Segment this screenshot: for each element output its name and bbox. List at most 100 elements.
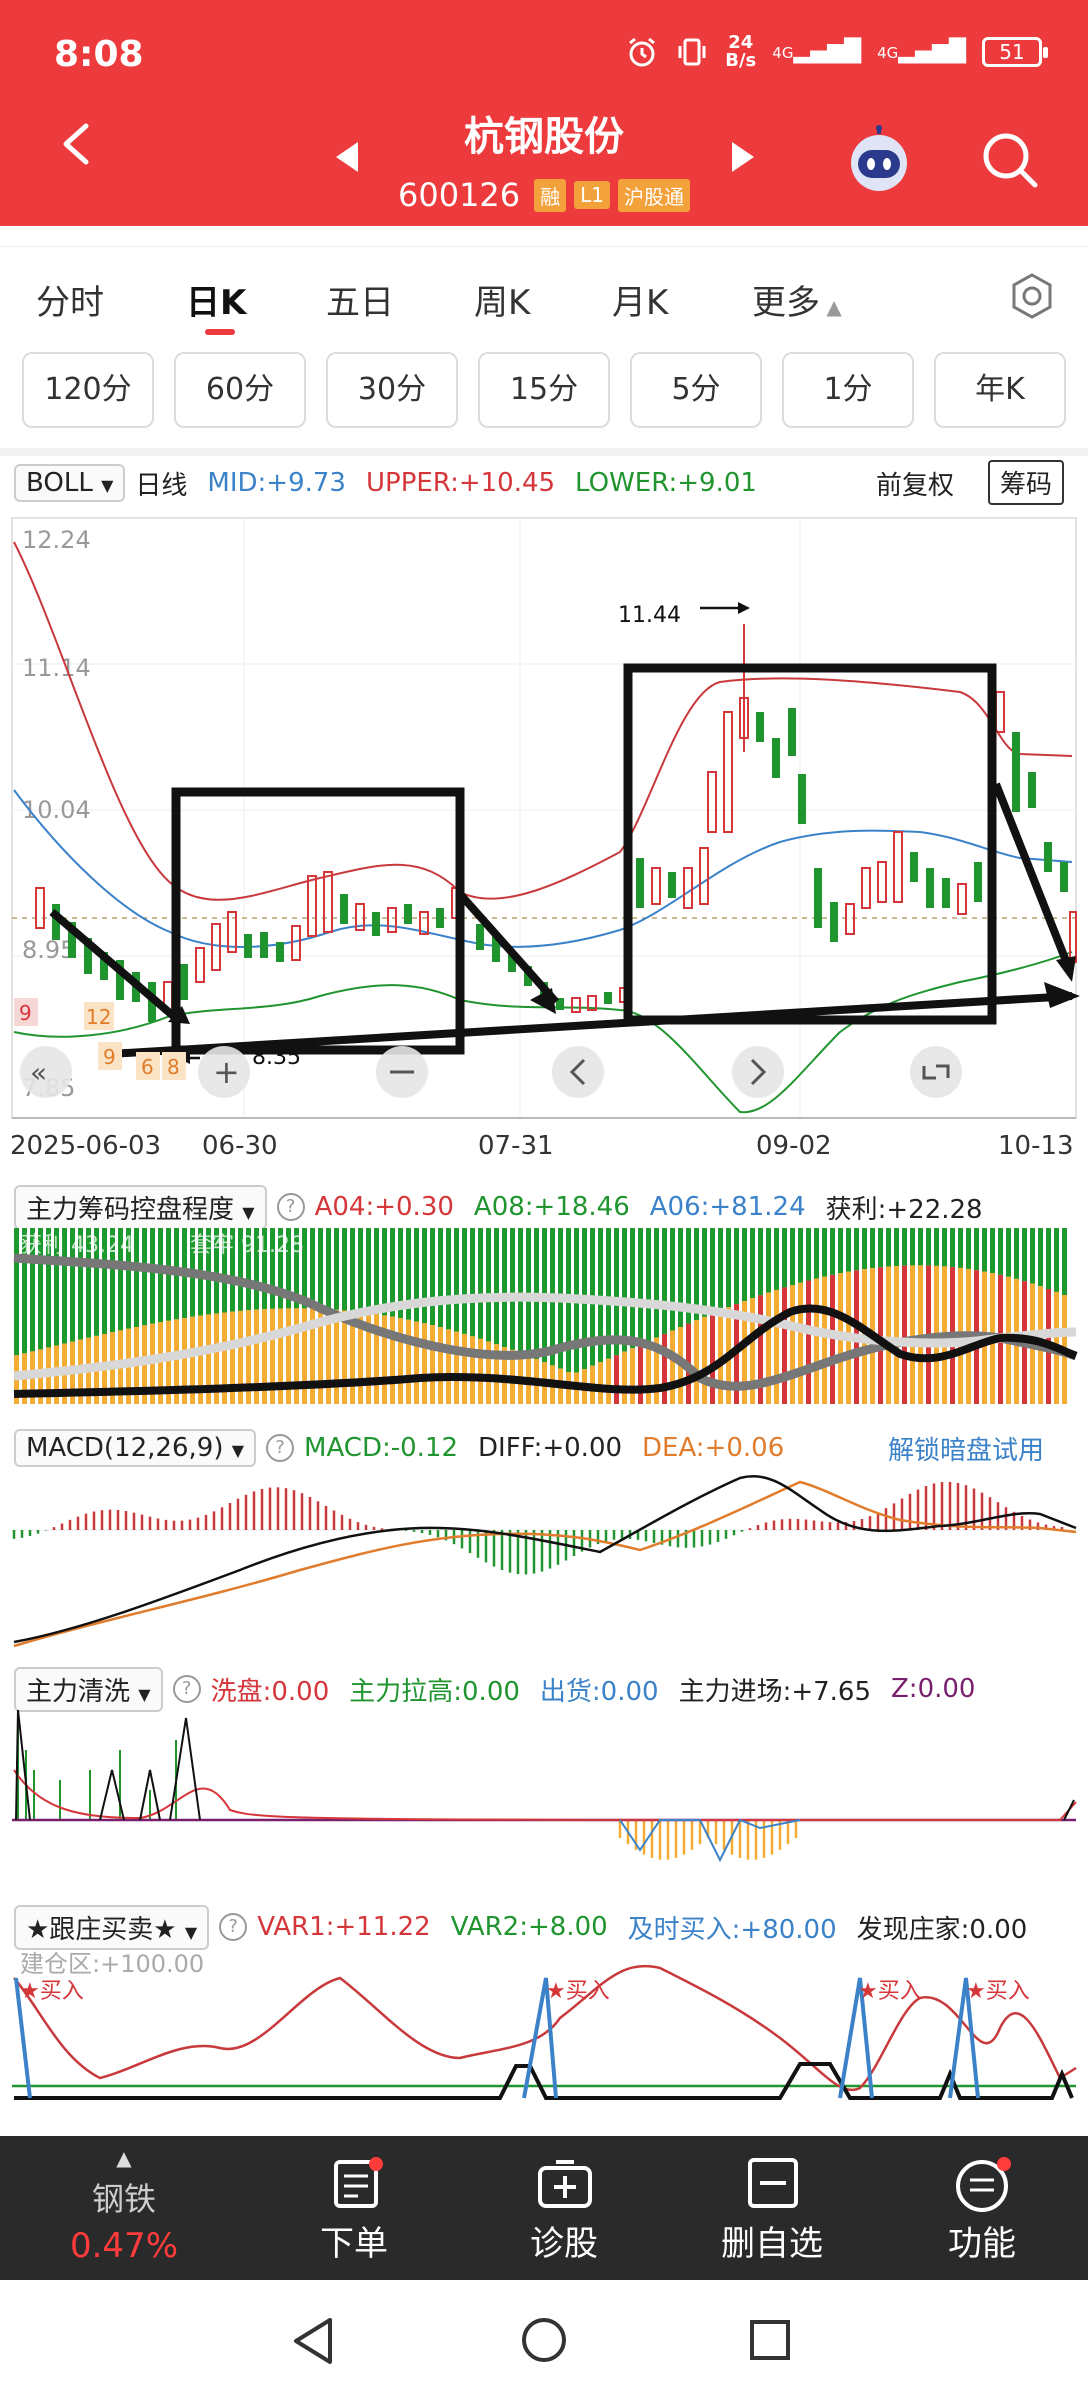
kline-chart[interactable]: 12.24 11.14 10.04 8.95 7.85 xyxy=(0,512,1088,1164)
line-type-label: 日线 xyxy=(135,470,188,501)
help-icon[interactable]: ? xyxy=(276,1193,305,1221)
system-back-icon[interactable] xyxy=(290,2316,336,2366)
tab-daily-k[interactable]: 日K xyxy=(186,283,247,323)
tab-five-day[interactable]: 五日 xyxy=(326,283,394,323)
macd-selector[interactable]: MACD(12,26,9) ▼ xyxy=(14,1429,257,1467)
battery-icon: 51 xyxy=(982,37,1048,67)
triangle-up-icon: ▲ xyxy=(116,2146,132,2170)
follow-selector[interactable]: ★跟庄买卖★ ▼ xyxy=(14,1904,210,1950)
follow-indicator-row: ★跟庄买卖★ ▼ ? VAR1:+11.22 VAR2:+8.00 及时买入:+… xyxy=(0,1904,1088,1950)
triangle-up-icon: ▲ xyxy=(820,295,842,319)
y-label-4: 8.95 xyxy=(22,936,75,964)
sector-item[interactable]: ▲ 钢铁 0.47% xyxy=(34,2136,214,2280)
nav-functions[interactable]: 功能 xyxy=(892,2136,1072,2280)
dropdown-icon: ▼ xyxy=(101,476,114,495)
sector-change: 0.47% xyxy=(69,2226,178,2266)
tab-monthly-k[interactable]: 月K xyxy=(612,283,669,323)
boll-indicator-row: BOLL ▼ 日线 MID:+9.73 UPPER:+10.45 LOWER:+… xyxy=(0,460,1088,506)
back-button[interactable] xyxy=(56,122,100,166)
chip-profit: 获利:+22.28 xyxy=(825,1194,983,1225)
period-5min[interactable]: 5分 xyxy=(630,352,762,428)
boll-upper: UPPER:+10.45 xyxy=(365,468,556,498)
nav-diagnose[interactable]: 诊股 xyxy=(474,2136,654,2280)
menu-circle-icon xyxy=(956,2157,1011,2212)
candlesticks xyxy=(35,624,1077,1022)
dropdown-icon: ▼ xyxy=(231,1441,245,1460)
period-yearly-k[interactable]: 年K xyxy=(934,352,1066,428)
chip-a06: A06:+81.24 xyxy=(649,1192,806,1222)
chevron-right-icon xyxy=(750,1058,767,1086)
period-15min[interactable]: 15分 xyxy=(478,352,610,428)
period-120min[interactable]: 120分 xyxy=(22,352,154,428)
wash-bars xyxy=(17,1710,798,1860)
nav-order[interactable]: 下单 xyxy=(264,2136,444,2280)
follow-var2: VAR2:+8.00 xyxy=(450,1912,608,1942)
chip-faded-label-2: 套牢 91.28 xyxy=(190,1233,304,1258)
help-icon[interactable]: ? xyxy=(172,1675,201,1703)
period-60min[interactable]: 60分 xyxy=(174,352,306,428)
tab-more[interactable]: 更多 ▲ xyxy=(752,283,842,323)
chip-a08: A08:+18.46 xyxy=(473,1192,630,1222)
chevron-left-icon xyxy=(569,1058,586,1086)
macd-dea-line xyxy=(13,1480,1077,1648)
scroll-right-button[interactable] xyxy=(732,1046,784,1098)
macd-indicator-row: MACD(12,26,9) ▼ ? MACD:-0.12 DIFF:+0.00 … xyxy=(0,1426,1088,1470)
next-stock-arrow[interactable] xyxy=(730,140,756,174)
robot-assistant-icon[interactable] xyxy=(842,124,916,198)
buy-mark-2: ★买入 xyxy=(546,1979,610,2004)
boll-lower: LOWER:+9.01 xyxy=(575,468,757,498)
drawn-annotations xyxy=(49,606,1073,1060)
chip-button[interactable]: 筹码 xyxy=(988,460,1065,505)
remove-watchlist-icon xyxy=(748,2158,798,2208)
tab-weekly-k[interactable]: 周K xyxy=(474,283,531,323)
system-recents-icon[interactable] xyxy=(748,2318,792,2362)
dropdown-icon: ▼ xyxy=(242,1202,255,1222)
x-label-start: 2025-06-03 xyxy=(10,1131,161,1161)
chip-faded-label-1: 获利 43.24 xyxy=(20,1233,134,1258)
marker-3: 9 xyxy=(103,1045,116,1069)
chip-selector[interactable]: 主力筹码控盘程度 ▼ xyxy=(14,1184,267,1230)
fullscreen-icon xyxy=(922,1064,950,1080)
diagnose-icon xyxy=(538,2160,592,2208)
search-icon[interactable] xyxy=(980,130,1040,190)
badge-level: L1 xyxy=(574,181,611,209)
x-label-end: 10-13 xyxy=(998,1131,1074,1161)
scroll-left-button[interactable] xyxy=(552,1046,604,1098)
follow-buy: 及时买入:+80.00 xyxy=(627,1914,837,1945)
zoom-in-button[interactable] xyxy=(198,1046,250,1098)
sector-name: 钢铁 xyxy=(91,2180,156,2218)
tab-intraday[interactable]: 分时 xyxy=(36,283,104,323)
period-selector: 120分 60分 30分 15分 5分 1分 年K xyxy=(0,352,1088,436)
boll-selector[interactable]: BOLL ▼ xyxy=(14,464,126,502)
signal-markers: 9 12 9 6 8 xyxy=(14,998,186,1080)
period-1min[interactable]: 1分 xyxy=(782,352,914,428)
follow-found: 发现庄家:0.00 xyxy=(856,1914,1028,1945)
unlock-trial-link[interactable]: 解锁暗盘试用 xyxy=(888,1435,1045,1466)
double-left-icon: « xyxy=(30,1056,47,1089)
settings-hexagon-icon[interactable] xyxy=(1008,272,1056,320)
chip-chart: 获利 43.24 套牢 91.28 xyxy=(12,1228,1078,1404)
fullscreen-button[interactable] xyxy=(910,1046,962,1098)
follow-blue-spikes xyxy=(14,1977,980,2099)
rewind-button[interactable] xyxy=(20,1046,72,1098)
stock-code-row: 600126 融 L1 沪股通 xyxy=(0,176,1088,214)
wash-selector[interactable]: 主力清洗 ▼ xyxy=(14,1666,163,1712)
period-30min[interactable]: 30分 xyxy=(326,352,458,428)
chip-line-gray xyxy=(13,1253,1078,1391)
system-home-icon[interactable] xyxy=(520,2316,568,2364)
prev-stock-arrow[interactable] xyxy=(334,140,360,174)
help-icon[interactable]: ? xyxy=(219,1913,248,1941)
net-speed: 24 B/s xyxy=(725,32,757,71)
nav-remove-watchlist[interactable]: 删自选 xyxy=(682,2136,862,2280)
stock-name: 杭钢股份 xyxy=(464,114,624,160)
system-nav-bar xyxy=(0,2280,1088,2400)
alarm-icon xyxy=(629,37,656,67)
marker-5: 8 xyxy=(167,1055,180,1079)
order-icon xyxy=(334,2157,383,2208)
y-label-top: 12.24 xyxy=(22,526,91,554)
help-icon[interactable]: ? xyxy=(266,1434,295,1462)
boll-lower-line xyxy=(13,951,1073,1114)
annotation-low-price: 8.35 xyxy=(252,1045,301,1070)
follow-black-line xyxy=(14,2062,1074,2100)
adjust-mode[interactable]: 前复权 xyxy=(876,470,955,501)
